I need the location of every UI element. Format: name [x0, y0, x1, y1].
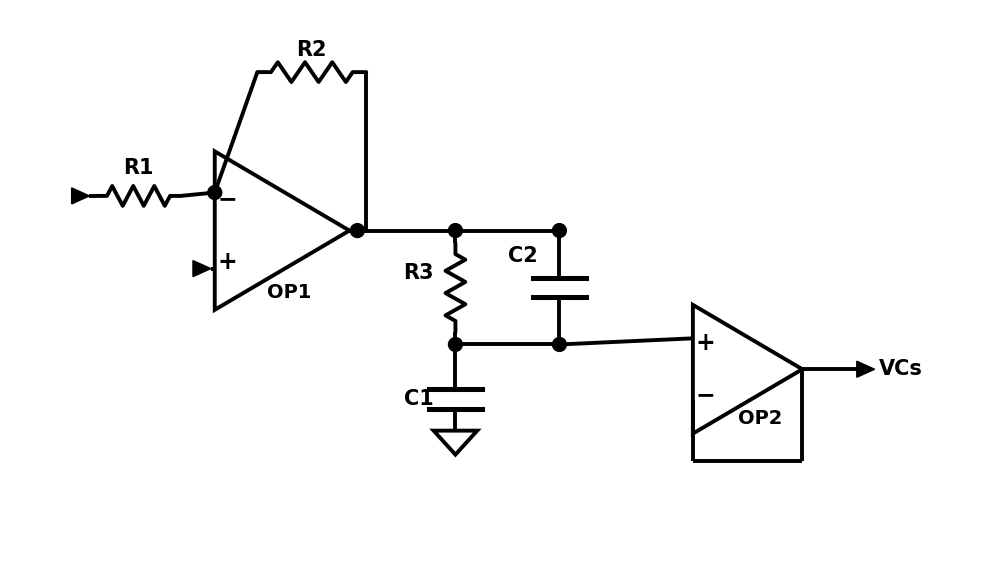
Text: R3: R3 — [403, 263, 434, 282]
Text: R2: R2 — [297, 40, 327, 60]
Text: VCs: VCs — [879, 359, 922, 379]
Polygon shape — [857, 361, 875, 377]
Text: R1: R1 — [123, 158, 154, 178]
Circle shape — [552, 338, 566, 351]
Text: −: − — [696, 383, 716, 407]
Circle shape — [448, 224, 462, 237]
Text: +: + — [218, 250, 238, 274]
Text: C2: C2 — [508, 246, 538, 266]
Circle shape — [448, 338, 462, 351]
Circle shape — [350, 224, 364, 237]
Text: OP1: OP1 — [267, 283, 312, 302]
Text: OP2: OP2 — [738, 409, 782, 427]
Polygon shape — [193, 260, 211, 277]
Circle shape — [208, 186, 222, 200]
Text: −: − — [218, 187, 238, 211]
Text: +: + — [696, 332, 716, 356]
Polygon shape — [72, 188, 89, 204]
Circle shape — [552, 224, 566, 237]
Text: C1: C1 — [404, 389, 434, 409]
